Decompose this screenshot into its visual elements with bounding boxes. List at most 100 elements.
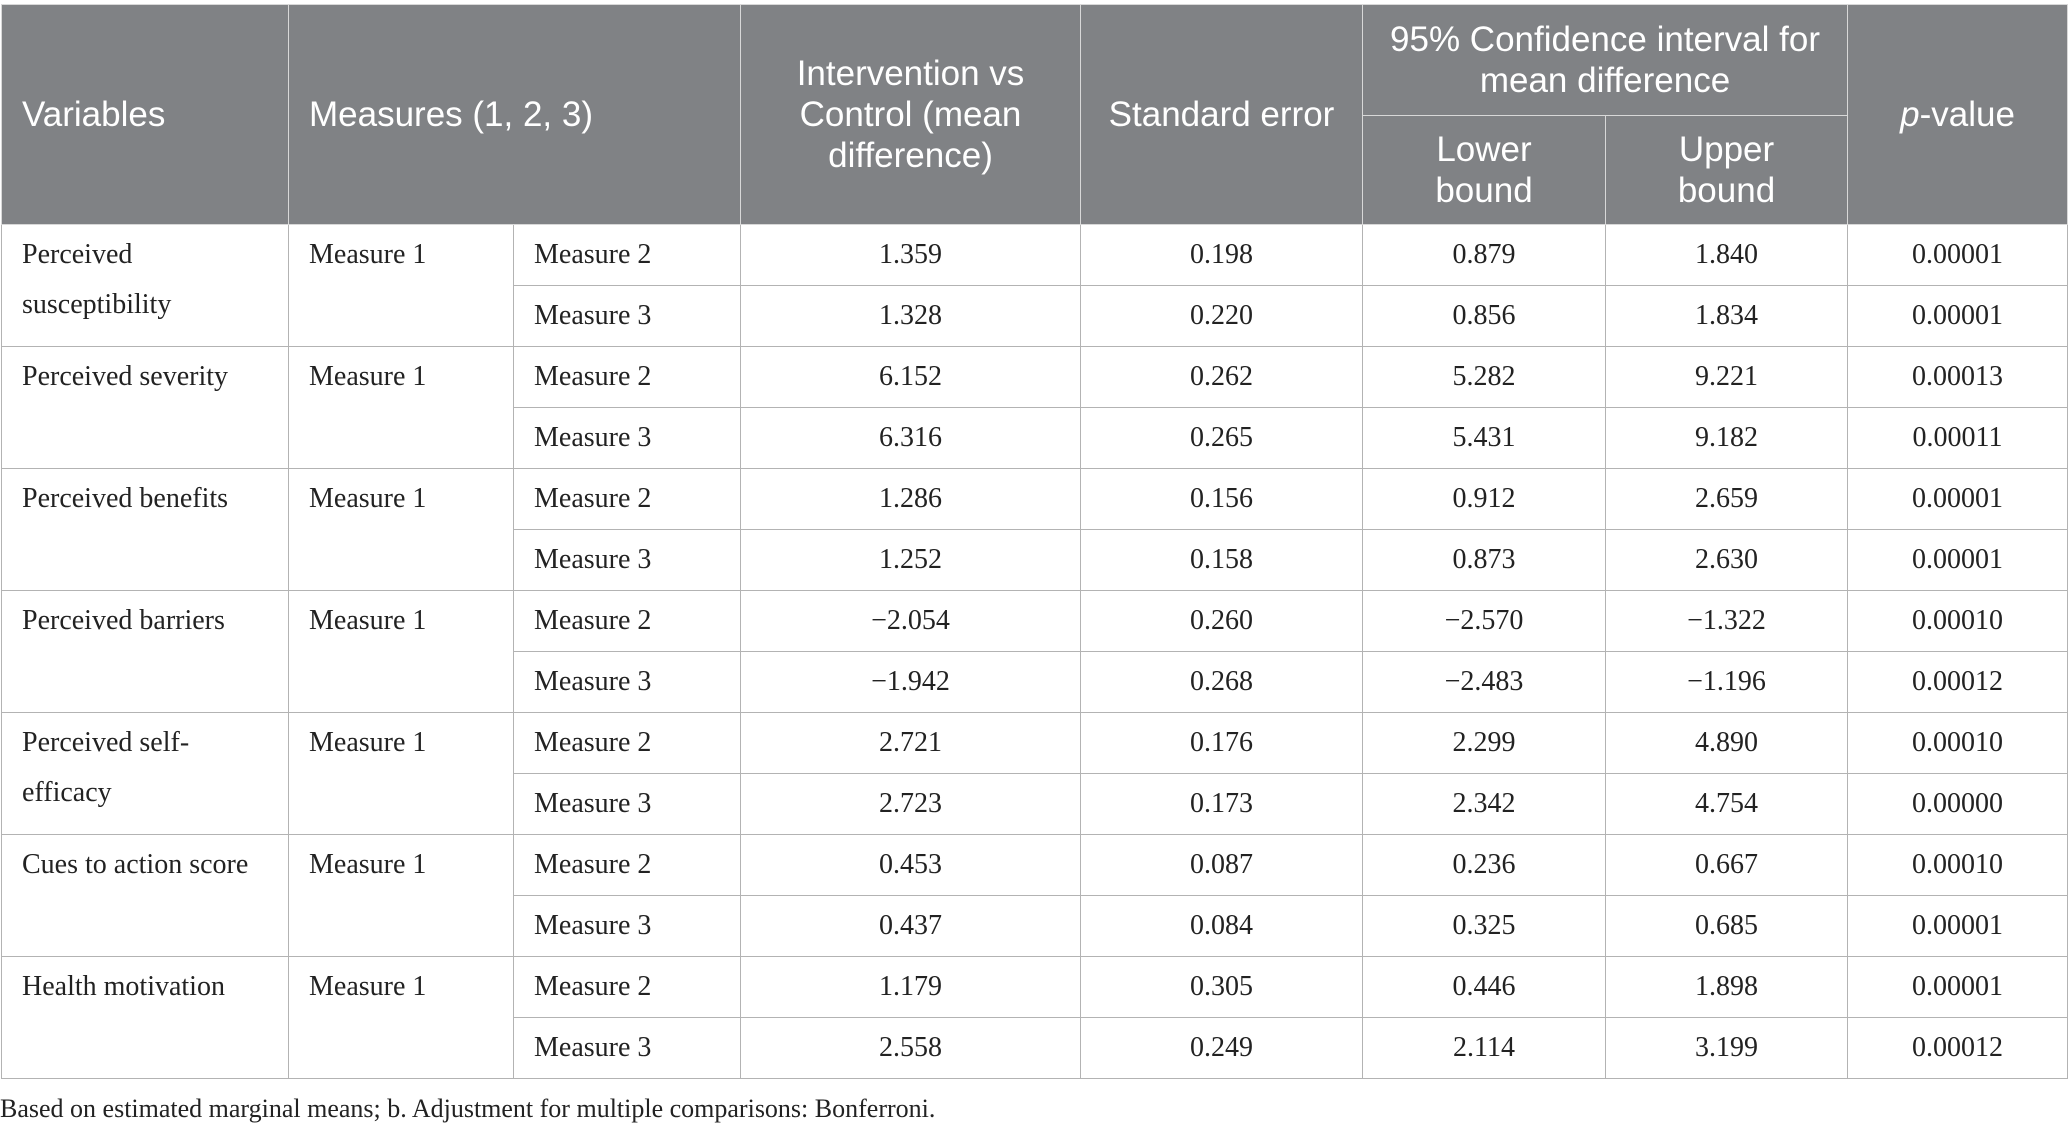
base-measure-cell: Measure 1 [288,468,514,591]
header-measures: Measures (1, 2, 3) [288,4,741,225]
lower-bound-cell: 5.431 [1362,407,1606,469]
base-measure-cell: Measure 1 [288,712,514,835]
standard-error-cell: 0.249 [1080,1017,1363,1079]
table-row: Measure 3 2.558 0.249 2.114 3.199 0.00012 [2,1017,2068,1079]
table-row: Measure 3 −1.942 0.268 −2.483 −1.196 0.00012 [2,651,2068,713]
p-value-cell: 0.00010 [1847,712,2068,774]
lower-bound-cell: 0.912 [1362,468,1606,530]
lower-bound-cell: 0.236 [1362,834,1606,896]
standard-error-cell: 0.176 [1080,712,1363,774]
comparison-measure-cell: Measure 2 [513,590,741,652]
p-value-cell: 0.00001 [1847,956,2068,1018]
lower-bound-cell: −2.483 [1362,651,1606,713]
table-row: Measure 3 2.723 0.173 2.342 4.754 0.00000 [2,773,2068,835]
comparison-measure-cell: Measure 3 [513,285,741,347]
base-measure-cell: Measure 1 [288,956,514,1079]
lower-bound-cell: 0.446 [1362,956,1606,1018]
table-body: Perceived susceptibility Measure 1 Measure… [1,224,2068,1079]
lower-bound-cell: 0.325 [1362,895,1606,957]
comparison-measure-cell: Measure 2 [513,712,741,774]
header-lower-bound: Lower bound [1362,115,1606,225]
upper-bound-cell: 4.754 [1604,773,1849,835]
p-value-cell: 0.00001 [1847,224,2068,286]
standard-error-cell: 0.268 [1080,651,1363,713]
p-value-cell: 0.00001 [1847,529,2068,591]
p-value-cell: 0.00012 [1847,651,2068,713]
upper-bound-cell: 0.685 [1604,895,1849,957]
mean-difference-cell: 2.721 [740,712,1081,774]
header-mean-difference: Intervention vs Control (mean difference… [740,4,1081,225]
upper-bound-cell: 3.199 [1604,1017,1849,1079]
p-value-cell: 0.00012 [1847,1017,2068,1079]
standard-error-cell: 0.305 [1080,956,1363,1018]
table-row: Health motivation Measure 1 Measure 2 1.179… [1,956,2068,1079]
standard-error-cell: 0.198 [1080,224,1363,286]
comparison-measure-cell: Measure 3 [513,529,741,591]
lower-bound-cell: 5.282 [1362,346,1606,408]
mean-difference-cell: 1.179 [740,956,1081,1018]
table-footnote: Based on estimated marginal means; b. Ad… [0,1094,936,1123]
mean-difference-cell: −1.942 [740,651,1081,713]
comparison-measure-cell: Measure 2 [513,468,741,530]
header-p-value: p-value [1847,4,2068,225]
table-row: Perceived benefits Measure 1 Measure 2 1.28… [1,468,2068,591]
upper-bound-cell: 2.659 [1604,468,1849,530]
mean-difference-cell: 1.252 [740,529,1081,591]
table-row: Measure 3 1.252 0.158 0.873 2.630 0.00001 [2,529,2068,591]
lower-bound-cell: 2.114 [1362,1017,1606,1079]
upper-bound-cell: 2.630 [1604,529,1849,591]
lower-bound-cell: 2.342 [1362,773,1606,835]
variable-cell: Perceived barriers [1,590,289,713]
p-value-cell: 0.00013 [1847,346,2068,408]
upper-bound-cell: 0.667 [1604,834,1849,896]
variable-cell: Perceived susceptibility [1,224,289,347]
comparison-measure-cell: Measure 3 [513,773,741,835]
mean-difference-cell: 1.359 [740,224,1081,286]
comparison-measure-cell: Measure 2 [513,956,741,1018]
standard-error-cell: 0.220 [1080,285,1363,347]
standard-error-cell: 0.265 [1080,407,1363,469]
p-value-cell: 0.00001 [1847,285,2068,347]
results-table-container: Variables Measures (1, 2, 3) Interventio… [0,4,2068,1079]
comparison-measure-cell: Measure 3 [513,407,741,469]
header-p-letter: p [1900,95,1920,134]
header-confidence-interval: 95% Confidence interval for mean differe… [1361,4,1849,116]
variable-cell: Perceived self-efficacy [1,712,289,835]
comparison-measure-cell: Measure 3 [513,895,741,957]
p-value-cell: 0.00001 [1847,468,2068,530]
variable-cell: Cues to action score [1,834,289,957]
variable-cell: Health motivation [1,956,289,1079]
lower-bound-cell: 2.299 [1362,712,1606,774]
mean-difference-cell: 2.558 [740,1017,1081,1079]
upper-bound-cell: 1.840 [1604,224,1849,286]
base-measure-cell: Measure 1 [288,346,514,469]
table-row: Perceived susceptibility Measure 1 Measure… [1,224,2068,347]
table-row: Perceived self-efficacy Measure 1 Measure … [1,712,2068,835]
lower-bound-cell: 0.879 [1362,224,1606,286]
results-table: Variables Measures (1, 2, 3) Interventio… [1,4,2068,1079]
p-value-cell: 0.00010 [1847,590,2068,652]
comparison-measure-cell: Measure 2 [513,834,741,896]
upper-bound-cell: 1.898 [1604,956,1849,1018]
upper-bound-cell: 1.834 [1604,285,1849,347]
header-upper-bound: Upper bound [1604,115,1849,225]
p-value-cell: 0.00010 [1847,834,2068,896]
upper-bound-cell: −1.322 [1604,590,1849,652]
comparison-measure-cell: Measure 3 [513,651,741,713]
header-variables: Variables [1,4,289,225]
lower-bound-cell: −2.570 [1362,590,1606,652]
upper-bound-cell: 9.221 [1604,346,1849,408]
standard-error-cell: 0.158 [1080,529,1363,591]
standard-error-cell: 0.173 [1080,773,1363,835]
standard-error-cell: 0.084 [1080,895,1363,957]
base-measure-cell: Measure 1 [288,834,514,957]
upper-bound-cell: −1.196 [1604,651,1849,713]
p-value-cell: 0.00001 [1847,895,2068,957]
upper-bound-cell: 4.890 [1604,712,1849,774]
standard-error-cell: 0.087 [1080,834,1363,896]
variable-cell: Perceived severity [1,346,289,469]
standard-error-cell: 0.262 [1080,346,1363,408]
header-p-suffix: -value [1919,95,2015,134]
mean-difference-cell: 1.286 [740,468,1081,530]
header-standard-error: Standard error [1080,4,1363,225]
